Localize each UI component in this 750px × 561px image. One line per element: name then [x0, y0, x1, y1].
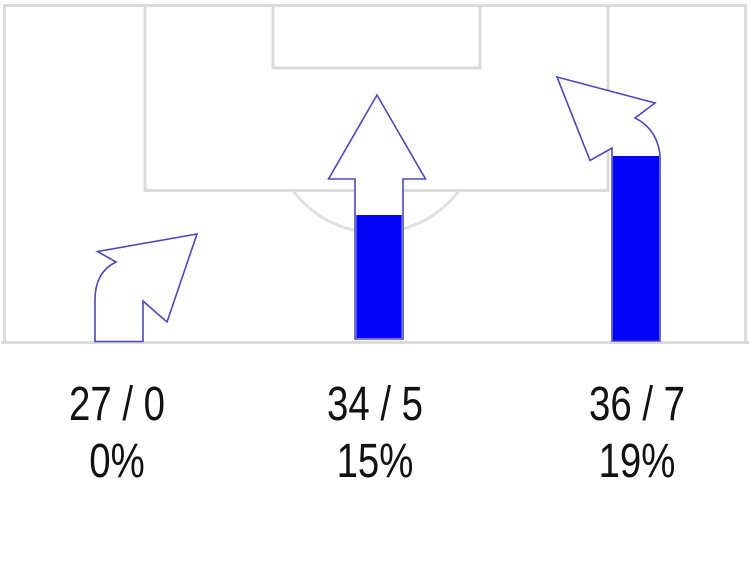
pitch-outer-boundary — [3, 4, 747, 342]
right-attack-bar — [612, 156, 660, 341]
goal-box — [271, 5, 482, 70]
right-attack-arrow — [555, 75, 661, 342]
ratio-value: 34 / 5 — [326, 378, 424, 431]
center-attack-arrow — [327, 93, 427, 340]
left-attack-arrow — [94, 232, 199, 343]
zone-label-center: 34 / 5 15% — [279, 376, 471, 490]
left-arrow-outline — [94, 232, 199, 343]
percent-value: 19% — [598, 435, 676, 488]
percent-value: 15% — [336, 435, 414, 488]
ratio-value: 36 / 7 — [588, 378, 686, 431]
ratio-value: 27 / 0 — [68, 378, 166, 431]
center-attack-bar — [356, 215, 402, 338]
zone-label-left: 27 / 0 0% — [21, 376, 213, 490]
zone-label-right: 36 / 7 19% — [541, 376, 733, 490]
percent-value: 0% — [89, 435, 145, 488]
